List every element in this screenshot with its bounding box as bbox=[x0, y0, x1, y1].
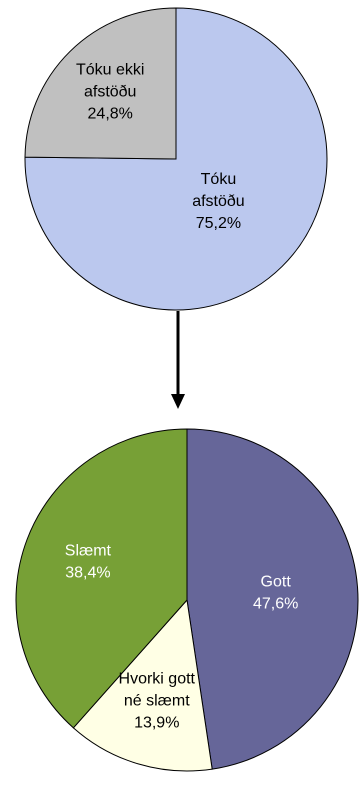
slice-label: Slæmt 38,4% bbox=[65, 543, 112, 582]
slice-value-label: 13,9% bbox=[134, 715, 179, 732]
pie-slice bbox=[24, 7, 328, 311]
slice-category-label: Gott bbox=[261, 574, 292, 591]
slice-value-label: 24,8% bbox=[88, 106, 133, 123]
arrow-down-icon bbox=[171, 311, 185, 409]
slice-category-label: Tóku bbox=[201, 171, 237, 188]
pie-slice bbox=[186, 428, 359, 770]
pie-slice bbox=[72, 598, 213, 772]
slice-label: Tóku afstöðu 75,2% bbox=[192, 171, 244, 232]
slice-category-label: Hvorki gott bbox=[119, 671, 196, 688]
pie-chart-opinion: Gott 47,6% Hvorki gott né slæmt 13,9% Slæmt 38… bbox=[15, 428, 359, 772]
slice-category-label: Tóku ekki bbox=[76, 62, 144, 79]
pie-chart-response-rate: Tóku afstöðu 75,2% Tóku ekki afstöðu 24,8% bbox=[24, 7, 328, 311]
slice-value-label: 38,4% bbox=[65, 565, 110, 582]
slice-category-label: né slæmt bbox=[124, 693, 190, 710]
pie-slice bbox=[24, 7, 177, 160]
arrow-head bbox=[171, 394, 185, 409]
slice-label: Gott 47,6% bbox=[253, 574, 298, 613]
pie-slice bbox=[15, 428, 188, 729]
slice-value-label: 47,6% bbox=[253, 596, 298, 613]
slice-value-label: 75,2% bbox=[196, 215, 241, 232]
slice-category-label: afstöðu bbox=[192, 193, 244, 210]
slice-label: Hvorki gott né slæmt 13,9% bbox=[119, 671, 196, 732]
slice-label: Tóku ekki afstöðu 24,8% bbox=[76, 62, 144, 123]
slice-category-label: afstöðu bbox=[84, 84, 136, 101]
slice-category-label: Slæmt bbox=[65, 543, 112, 560]
